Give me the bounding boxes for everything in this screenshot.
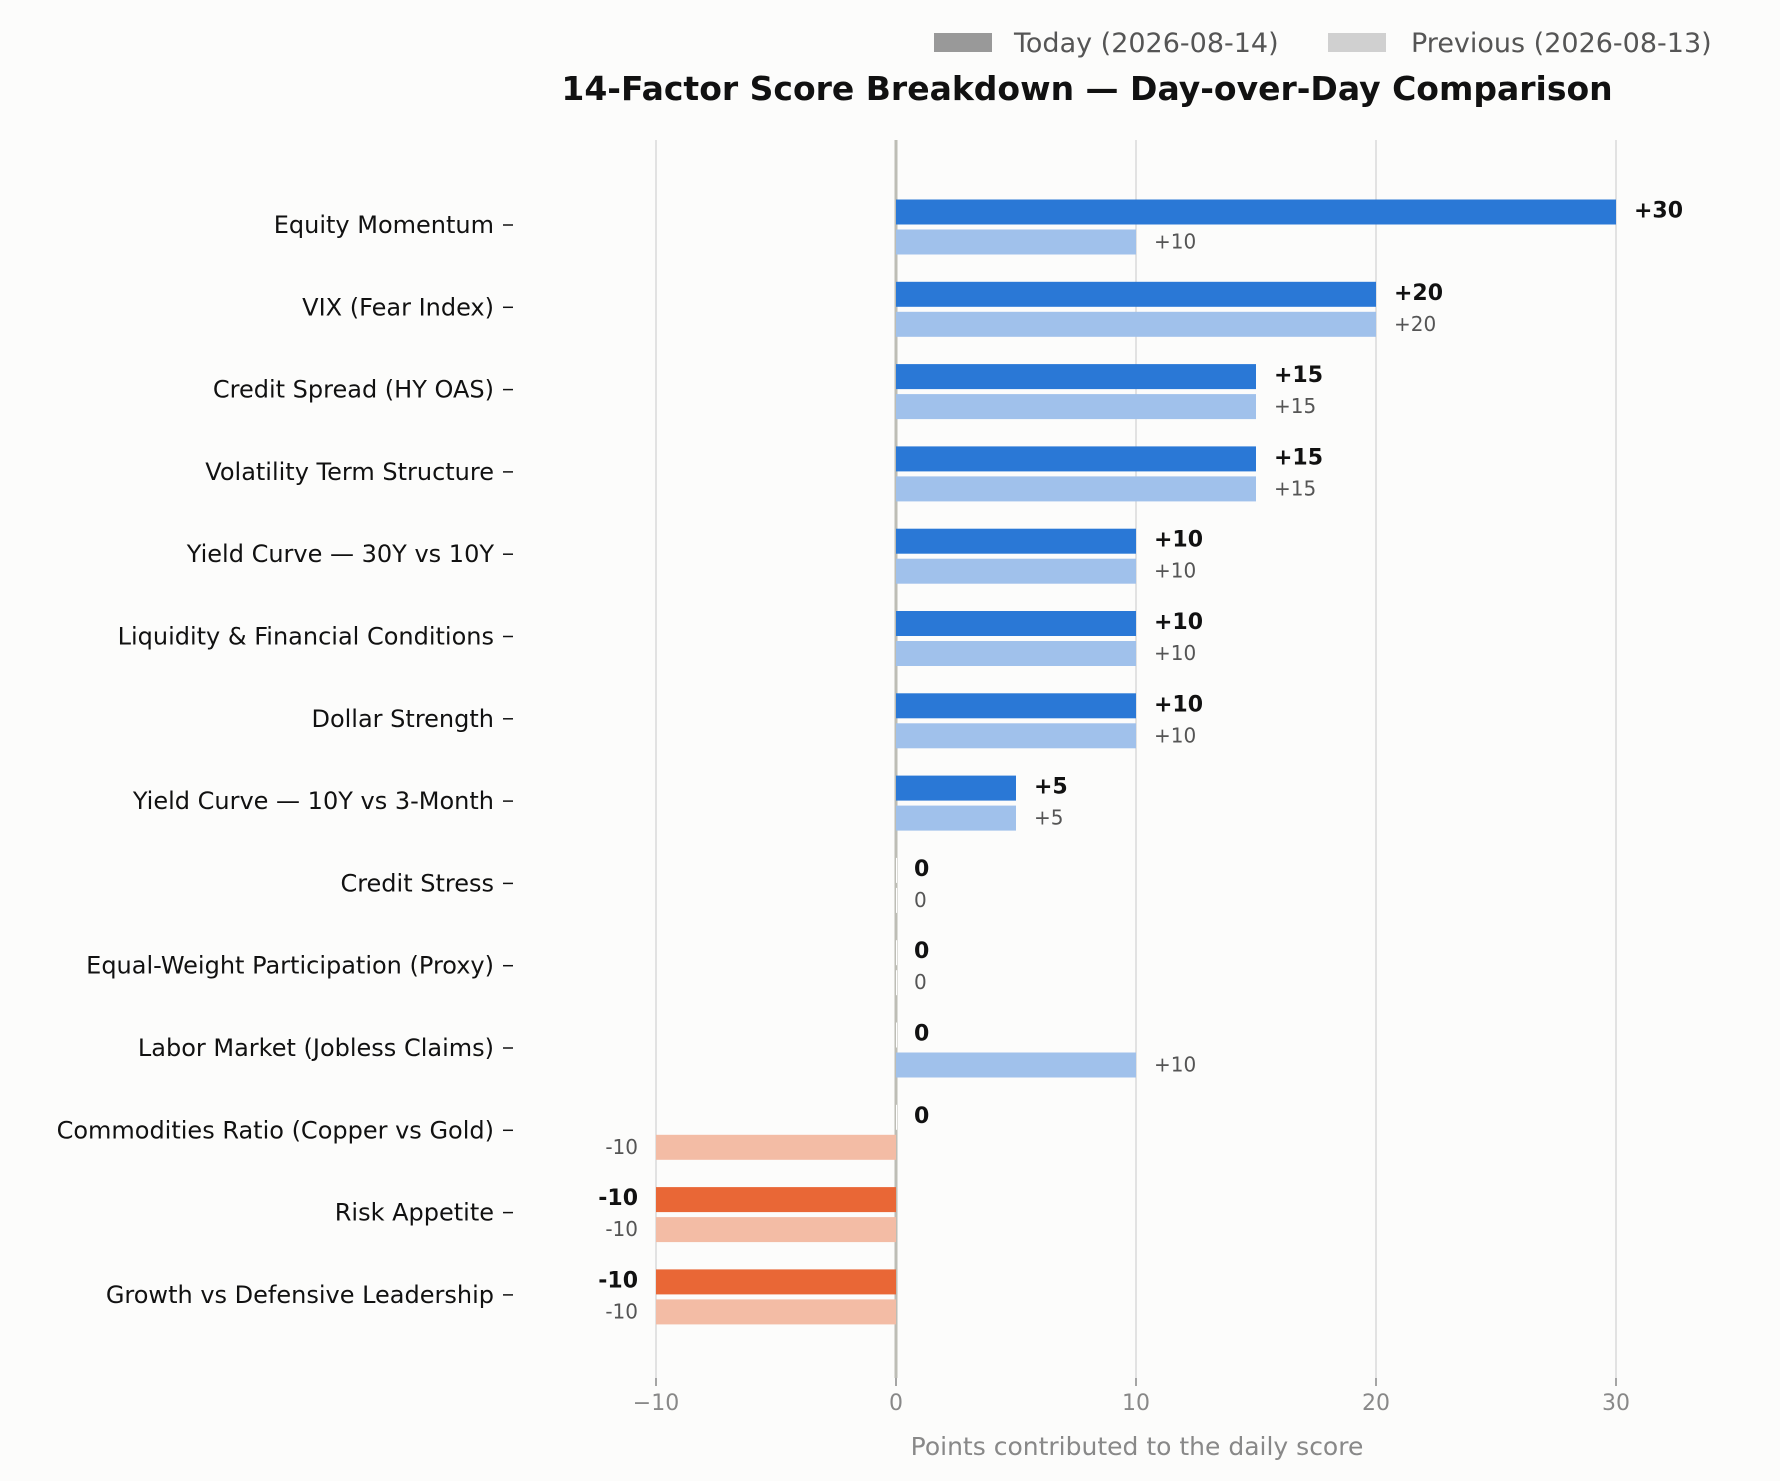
bar-label-previous: +10 (1154, 723, 1196, 747)
legend-label-previous: Previous (2026-08-13) (1411, 28, 1712, 59)
bar-label-previous: +20 (1394, 312, 1436, 336)
bar-label-today: -10 (598, 1268, 638, 1293)
bar-label-previous: +10 (1154, 641, 1196, 665)
bar-previous (896, 970, 897, 996)
category-label: Volatility Term Structure (205, 458, 494, 486)
bar-label-today: +10 (1154, 692, 1203, 717)
legend: Today (2026-08-14) Previous (2026-08-13) (934, 28, 1712, 59)
bar-previous (896, 641, 1136, 666)
bar-today (896, 857, 897, 883)
category-label: Commodities Ratio (Copper vs Gold) (57, 1116, 494, 1144)
bar-label-today: +15 (1274, 445, 1323, 470)
bar-today (896, 611, 1136, 636)
category-label: Dollar Strength (311, 705, 494, 733)
legend-label-today: Today (2026-08-14) (1013, 28, 1279, 59)
bar-previous (896, 311, 1376, 337)
bar-today (896, 1104, 897, 1130)
bar-previous (896, 558, 1136, 584)
legend-swatch-today (934, 33, 992, 52)
bar-label-previous: 0 (914, 888, 927, 912)
bar-previous (896, 1052, 1136, 1078)
category-label: Labor Market (Jobless Claims) (138, 1034, 494, 1062)
bar-previous (896, 723, 1136, 749)
bar-label-previous: +15 (1274, 476, 1316, 500)
category-label: Risk Appetite (335, 1199, 494, 1227)
bar-label-today: +15 (1274, 363, 1323, 388)
bar-label-previous: -10 (605, 1135, 638, 1159)
bar-label-today: 0 (914, 857, 929, 882)
chart-title: 14-Factor Score Breakdown — Day-over-Day… (561, 69, 1612, 108)
category-label: Credit Stress (340, 869, 494, 897)
x-tick-label: 30 (1602, 1391, 1630, 1416)
bar-today (656, 1187, 896, 1213)
x-tick-label: 10 (1122, 1391, 1150, 1416)
bar-today (896, 775, 1016, 801)
y-axis: Equity Momentum VIX (Fear Index) Credit Sp… (57, 211, 513, 1309)
bar-today (896, 1022, 897, 1048)
bar-label-today: +20 (1394, 281, 1443, 306)
category-label: Liquidity & Financial Conditions (118, 623, 494, 651)
bars (656, 199, 1616, 1325)
bar-today (896, 364, 1256, 390)
x-axis: −10 0 10 20 30 (633, 1378, 1630, 1416)
category-label: Growth vs Defensive Leadership (106, 1281, 494, 1309)
x-tick-label: 20 (1362, 1391, 1390, 1416)
x-tick-label: −10 (633, 1391, 679, 1416)
category-label: Credit Spread (HY OAS) (213, 376, 494, 404)
bar-previous (896, 887, 897, 913)
category-label: VIX (Fear Index) (302, 293, 494, 321)
bar-previous (896, 394, 1256, 420)
bar-today (896, 940, 897, 966)
bar-today (896, 199, 1616, 225)
bar-label-today: +10 (1154, 610, 1203, 635)
bar-label-today: -10 (598, 1186, 638, 1211)
bar-label-previous: +10 (1154, 559, 1196, 583)
bar-label-today: 0 (914, 939, 929, 964)
category-label: Equity Momentum (274, 211, 494, 239)
bar-label-today: +5 (1034, 775, 1068, 800)
category-label: Yield Curve — 10Y vs 3-Month (132, 787, 494, 815)
bar-previous (896, 229, 1136, 255)
bar-label-previous: +15 (1274, 394, 1316, 418)
bar-label-today: +30 (1634, 199, 1683, 224)
bar-previous (896, 805, 1016, 831)
legend-swatch-previous (1328, 33, 1386, 52)
x-tick-label: 0 (889, 1391, 903, 1416)
bar-previous (656, 1134, 896, 1160)
bar-label-today: +10 (1154, 528, 1203, 553)
bar-label-previous: +10 (1154, 1053, 1196, 1077)
bar-label-previous: -10 (605, 1299, 638, 1323)
bar-labels: +30 +10 +20 +20 +15 +15 +15 +15 +10 +10 +10 +10 +10 +… (598, 199, 1683, 1324)
gridlines (655, 140, 1617, 1378)
bar-label-previous: +5 (1034, 806, 1063, 830)
category-label: Equal-Weight Participation (Proxy) (86, 952, 494, 980)
bar-today (896, 528, 1136, 554)
bar-label-previous: 0 (914, 970, 927, 994)
bar-today (896, 446, 1256, 472)
bar-label-today: 0 (914, 1104, 929, 1129)
bar-today (656, 1269, 896, 1295)
bar-label-previous: +10 (1154, 230, 1196, 254)
bar-previous (896, 476, 1256, 502)
x-axis-label: Points contributed to the daily score (911, 1432, 1364, 1461)
bar-previous (656, 1217, 896, 1243)
bar-label-today: 0 (914, 1022, 929, 1047)
bar-today (896, 281, 1376, 307)
bar-today (896, 693, 1136, 719)
category-label: Yield Curve — 30Y vs 10Y (186, 540, 495, 568)
bar-label-previous: -10 (605, 1217, 638, 1241)
bar-previous (656, 1299, 896, 1325)
